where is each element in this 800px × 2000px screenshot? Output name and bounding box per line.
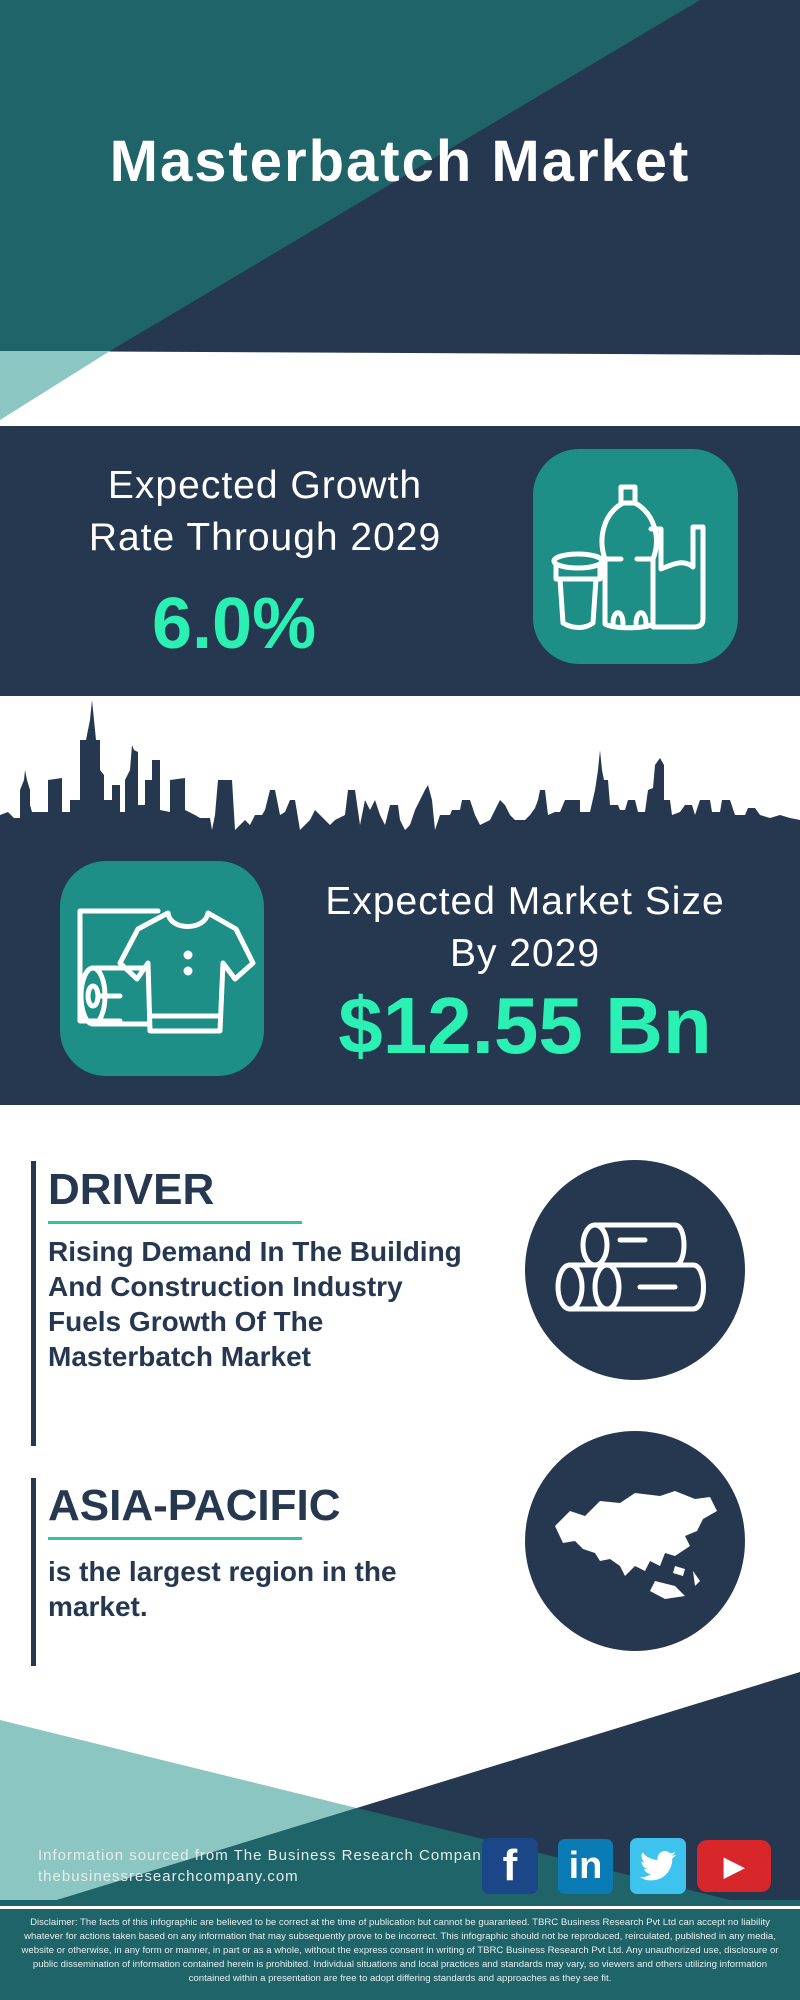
growth-label-line1: Expected Growth bbox=[107, 464, 423, 507]
disclaimer-text: Disclaimer: The facts of this infographi… bbox=[21, 1917, 779, 1984]
youtube-icon[interactable]: ▶ bbox=[697, 1840, 771, 1892]
growth-label: Expected Growth Rate Through 2029 bbox=[60, 460, 470, 564]
market-size-value: $12.55 Bn bbox=[338, 981, 712, 1070]
facebook-glyph: f bbox=[502, 1841, 518, 1890]
region-text-line: is the largest region in the bbox=[48, 1556, 397, 1587]
market-size-label: Expected Market Size By 2029 bbox=[290, 876, 760, 980]
growth-label-line2: Rate Through 2029 bbox=[88, 516, 442, 559]
youtube-glyph: ▶ bbox=[724, 1850, 744, 1881]
region-text-line: market. bbox=[48, 1591, 148, 1622]
city-skyline bbox=[0, 700, 800, 843]
footer-band-top bbox=[0, 1900, 800, 1906]
logs-icon bbox=[525, 1160, 745, 1380]
linkedin-glyph: in bbox=[568, 1845, 603, 1887]
source-url[interactable]: thebusinessresearchcompany.com bbox=[38, 1868, 299, 1885]
market-size-label-line2: By 2029 bbox=[449, 932, 601, 975]
driver-accent-bar bbox=[31, 1161, 36, 1446]
region-text: is the largest region in the market. bbox=[48, 1554, 508, 1624]
textile-shirt-roll-icon bbox=[60, 861, 264, 1076]
driver-text: Rising Demand In The Building And Constr… bbox=[48, 1234, 508, 1374]
linkedin-icon[interactable]: in bbox=[558, 1839, 613, 1894]
driver-underline bbox=[48, 1221, 302, 1224]
twitter-icon[interactable] bbox=[630, 1838, 686, 1894]
market-size-label-line1: Expected Market Size bbox=[325, 880, 725, 923]
growth-rate-value: 6.0% bbox=[152, 584, 317, 664]
region-accent-bar bbox=[31, 1478, 36, 1666]
footer-navy-triangle bbox=[57, 1672, 800, 1900]
facebook-icon[interactable]: f bbox=[482, 1838, 538, 1894]
footer-divider bbox=[0, 1906, 800, 1909]
driver-heading: DRIVER bbox=[48, 1165, 215, 1214]
driver-text-line: Rising Demand In The Building bbox=[48, 1236, 462, 1267]
asia-map-icon bbox=[525, 1431, 745, 1651]
region-underline bbox=[48, 1537, 302, 1540]
header-teal-wedge bbox=[0, 0, 700, 351]
driver-text-line: Fuels Growth Of The bbox=[48, 1306, 324, 1337]
source-text: Information sourced from The Business Re… bbox=[38, 1847, 491, 1864]
disclaimer-bg bbox=[0, 1909, 800, 2000]
page-title: Masterbatch Market bbox=[109, 129, 691, 194]
region-heading: ASIA-PACIFIC bbox=[48, 1481, 341, 1530]
driver-text-line: Masterbatch Market bbox=[48, 1341, 311, 1372]
driver-text-line: And Construction Industry bbox=[48, 1271, 403, 1302]
header-light-triangle bbox=[0, 351, 110, 420]
plastic-products-icon bbox=[533, 449, 738, 664]
